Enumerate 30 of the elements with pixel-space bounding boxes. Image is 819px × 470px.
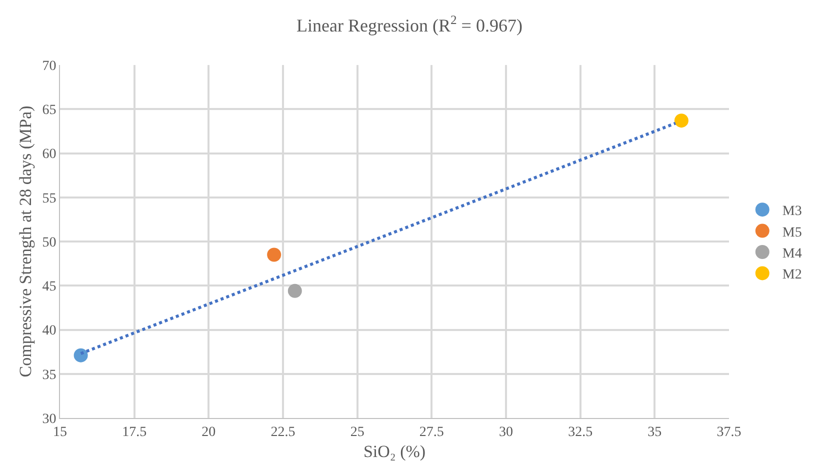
chart-title: Linear Regression (R$^{2}$ = 0.967)	[296, 12, 522, 36]
y-tick-label: 70	[42, 58, 56, 74]
y-tick-label: 60	[42, 147, 56, 162]
y-tick-label: 50	[42, 235, 56, 250]
y-tick-label: 30	[42, 412, 56, 427]
x-axis-title: SiO₂ (%)	[363, 442, 426, 462]
legend-label: M3	[782, 204, 802, 220]
x-tick-label: 35	[648, 424, 662, 440]
y-tick-label: 40	[42, 324, 56, 339]
x-tick-label: 30	[499, 424, 513, 440]
legend-label: M5	[782, 225, 802, 240]
point	[74, 348, 88, 362]
legend-label: M2	[782, 268, 802, 283]
x-tick-label: 22.5	[270, 424, 296, 440]
x-tick-label: 27.5	[419, 424, 444, 440]
legend-label: M4	[782, 246, 802, 262]
y-tick-label: 65	[42, 103, 56, 118]
x-tick-label: 17.5	[122, 424, 147, 440]
point	[674, 114, 688, 128]
y-axis-title: Compressive Strength at 28 days (MPa)	[16, 106, 35, 378]
x-tick-label: 25	[350, 424, 364, 440]
x-tick-label: 15	[53, 424, 67, 440]
x-tick-label: 32.5	[568, 424, 593, 440]
x-tick-label: 20	[202, 424, 216, 440]
y-tick-label: 35	[42, 368, 56, 383]
x-tick-label: 37.5	[716, 424, 742, 440]
y-tick-label: 55	[42, 191, 56, 206]
y-tick-label: 45	[42, 280, 56, 295]
point	[288, 284, 302, 298]
point	[267, 248, 282, 262]
